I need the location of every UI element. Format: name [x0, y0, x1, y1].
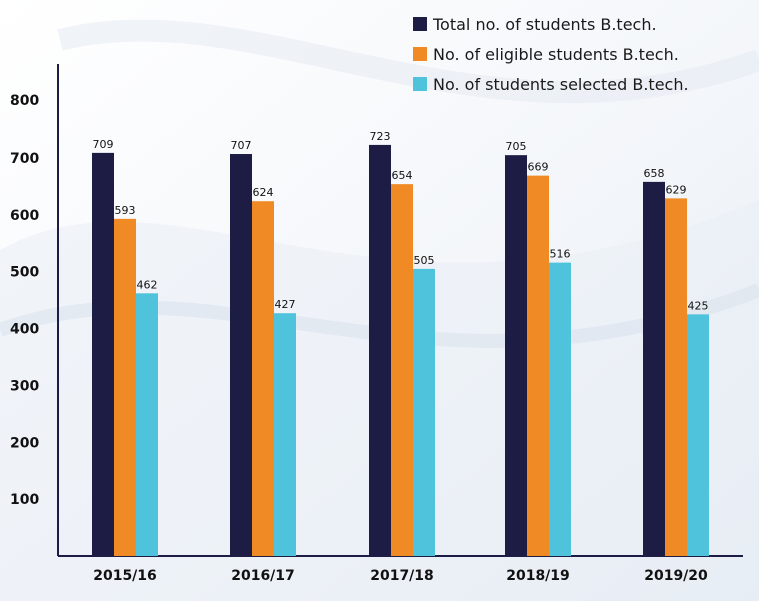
bar — [527, 175, 549, 556]
data-label: 593 — [115, 204, 136, 217]
x-tick-label: 2018/19 — [506, 568, 570, 584]
data-label: 654 — [392, 169, 413, 182]
y-tick-label: 500 — [10, 265, 39, 281]
data-label: 425 — [688, 299, 709, 312]
bar — [549, 262, 571, 556]
data-label: 709 — [93, 138, 114, 151]
data-label: 669 — [528, 161, 549, 174]
y-tick-label: 200 — [10, 435, 39, 451]
x-tick-label: 2017/18 — [370, 568, 434, 584]
bar — [505, 155, 527, 556]
axes: 100 200 300 400 500 600 700 800 2015/16 2016/17 20… — [10, 64, 743, 584]
bar — [92, 152, 114, 556]
bar — [391, 184, 413, 556]
y-tick-label: 100 — [10, 492, 39, 508]
bar — [369, 144, 391, 556]
legend: Total no. of students B.tech. No. of elig… — [413, 15, 689, 94]
bar — [230, 154, 252, 556]
bar — [413, 268, 435, 556]
data-label: 516 — [550, 248, 571, 261]
bar — [136, 293, 158, 556]
y-tick-label: 300 — [10, 378, 39, 394]
data-label: 707 — [231, 139, 252, 152]
bar — [114, 218, 136, 556]
data-label: 705 — [506, 140, 527, 153]
y-tick-label: 800 — [10, 93, 39, 109]
legend-label: Total no. of students B.tech. — [432, 15, 657, 34]
bar — [687, 314, 709, 556]
bar — [643, 181, 665, 556]
legend-label: No. of eligible students B.tech. — [433, 45, 679, 64]
data-label: 723 — [370, 130, 391, 143]
legend-swatch — [413, 17, 427, 31]
bar — [274, 313, 296, 556]
x-tick-label: 2016/17 — [231, 568, 295, 584]
legend-swatch — [413, 77, 427, 91]
data-label: 505 — [414, 254, 435, 267]
data-label: 427 — [275, 298, 296, 311]
data-label: 624 — [253, 186, 274, 199]
legend-label: No. of students selected B.tech. — [433, 75, 689, 94]
data-label: 629 — [666, 183, 687, 196]
y-tick-label: 600 — [10, 208, 39, 224]
legend-swatch — [413, 47, 427, 61]
y-tick-label: 700 — [10, 151, 39, 167]
data-label: 658 — [644, 167, 665, 180]
y-tick-label: 400 — [10, 322, 39, 338]
bar — [252, 201, 274, 556]
bar — [665, 198, 687, 556]
x-tick-label: 2019/20 — [644, 568, 708, 584]
data-label: 462 — [137, 278, 158, 291]
x-tick-label: 2015/16 — [93, 568, 157, 584]
